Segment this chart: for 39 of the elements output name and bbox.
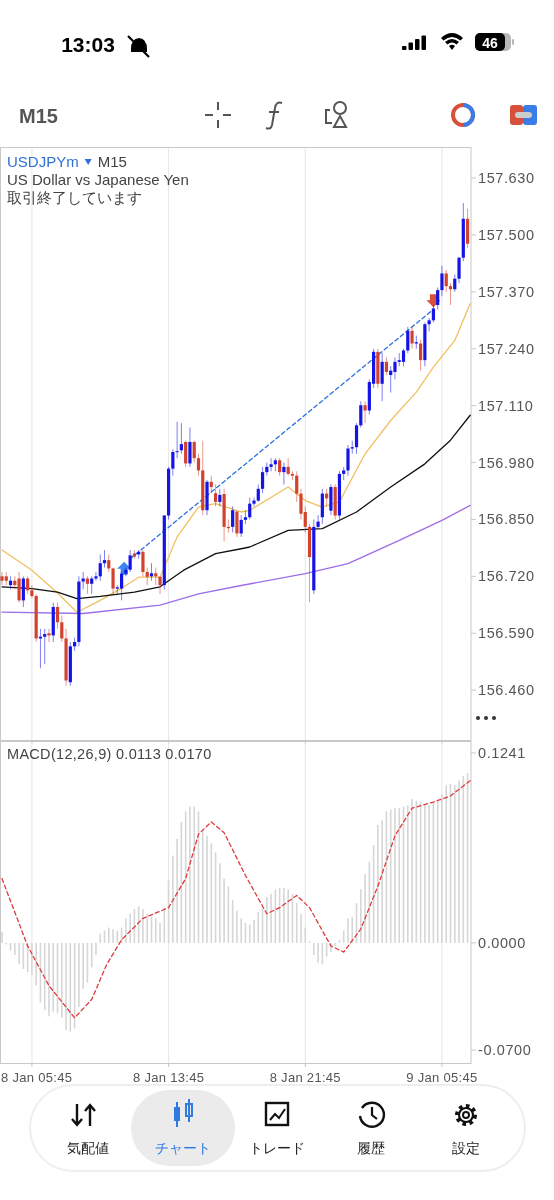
text: M15 [19,105,58,127]
text: トレード [249,1140,305,1156]
x-tick-label: 8 Jan 21:45 [269,1070,341,1085]
x-tick-label: 8 Jan 05:45 [1,1070,73,1085]
y-tick-label: 157.240 [478,340,535,357]
annotation: M15 [97,153,127,170]
x-tick-label: 8 Jan 13:45 [132,1070,205,1085]
candlestick [158,575,162,595]
candlestick [316,514,320,529]
chart-title: USDJPYm [7,153,79,170]
y-tick-label: 156.590 [478,625,535,642]
text: 履歴 [357,1140,385,1156]
annotation: 取引終了しています [7,189,142,206]
y-tick-label: 0.0000 [478,934,526,951]
x-tick-label: 9 Jan 05:45 [406,1070,478,1085]
y-tick-label: 157.630 [478,170,535,187]
text: US Dollar vs Japanese Yen [7,171,189,188]
y-tick-label: -0.0700 [478,1041,532,1058]
candlestick [0,571,4,586]
chart-title: MACD(12,26,9) 0.0113 0.0170 [7,746,212,762]
candlestick [47,628,51,643]
y-tick-label: 156.720 [478,568,535,585]
candlestick [427,317,431,332]
candlestick [269,457,273,472]
y-tick-label: 0.1241 [478,744,526,761]
candlestick [94,571,98,582]
text: 13:03 [61,33,115,56]
y-tick-label: 157.370 [478,283,535,300]
y-tick-label: 156.980 [478,454,535,471]
candlestick [30,584,34,599]
y-tick-label: 157.110 [478,397,534,414]
candlestick [252,497,256,507]
y-tick-label: 156.850 [478,511,535,528]
y-tick-label: 157.500 [478,226,535,243]
y-tick-label: 156.460 [478,682,535,699]
text: チャート [155,1140,211,1156]
text: 気配値 [67,1140,109,1156]
text: 設定 [452,1140,480,1156]
text: 46 [482,35,498,51]
